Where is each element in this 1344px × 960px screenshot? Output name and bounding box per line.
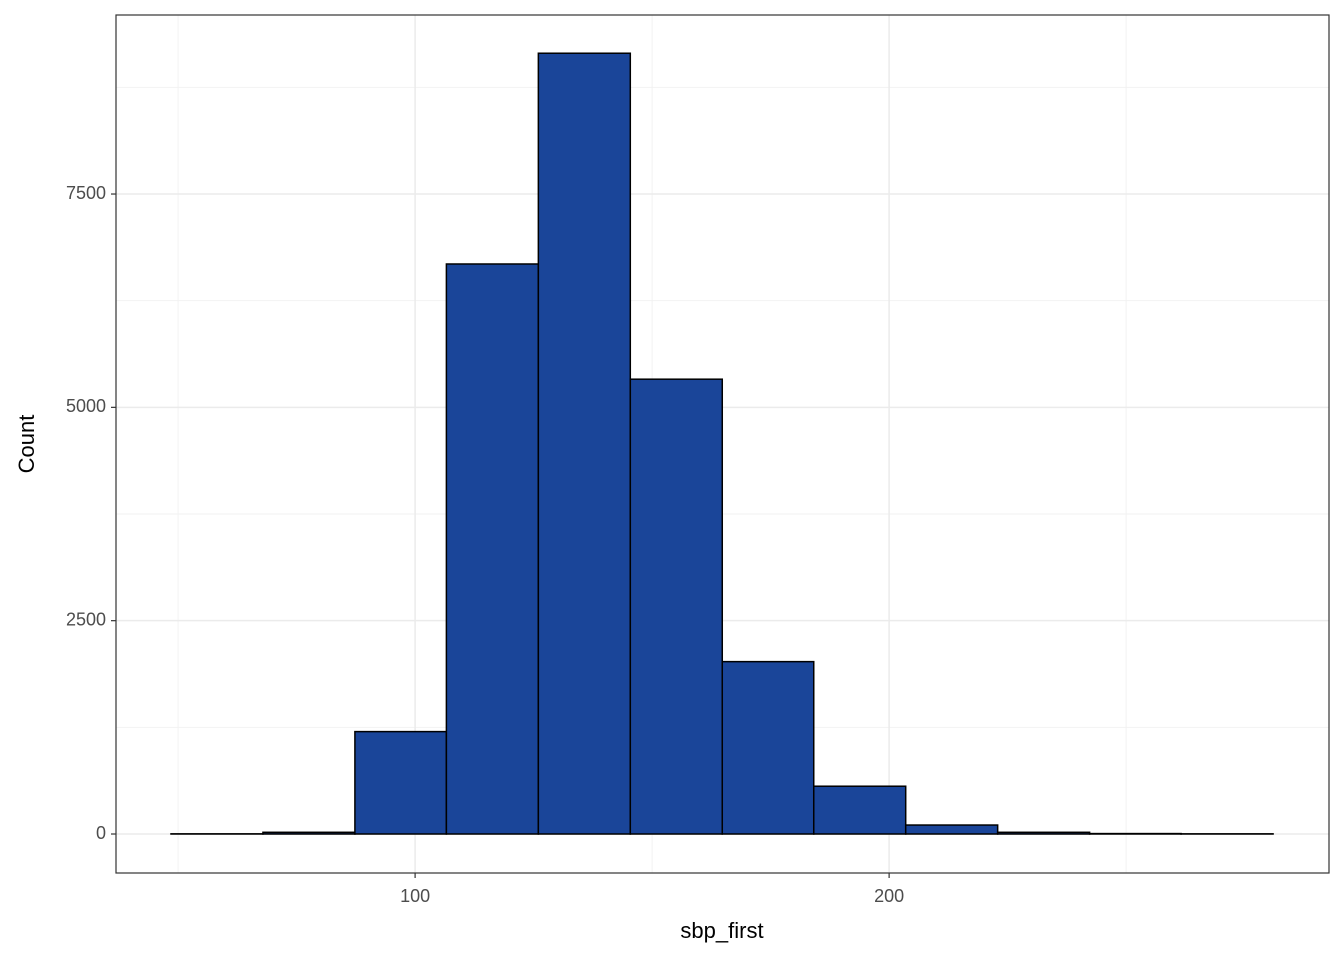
x-tick-label: 200 [874, 886, 904, 906]
bar [445, 263, 540, 835]
bar [904, 824, 999, 835]
bar [262, 831, 356, 835]
bar [354, 730, 448, 835]
x-axis-title: sbp_first [680, 918, 763, 943]
x-tick-label: 100 [400, 886, 430, 906]
y-tick-label: 7500 [66, 183, 106, 203]
bar [812, 785, 907, 835]
y-tick-label: 2500 [66, 609, 106, 629]
bars [170, 52, 1274, 835]
y-axis-title: Count [14, 415, 39, 474]
panel-border [115, 14, 1330, 874]
y-tick-label: 5000 [66, 396, 106, 416]
bar [996, 831, 1091, 835]
bar [537, 52, 632, 835]
bar [721, 660, 815, 835]
y-tick-label: 0 [96, 823, 106, 843]
bar [629, 378, 724, 835]
